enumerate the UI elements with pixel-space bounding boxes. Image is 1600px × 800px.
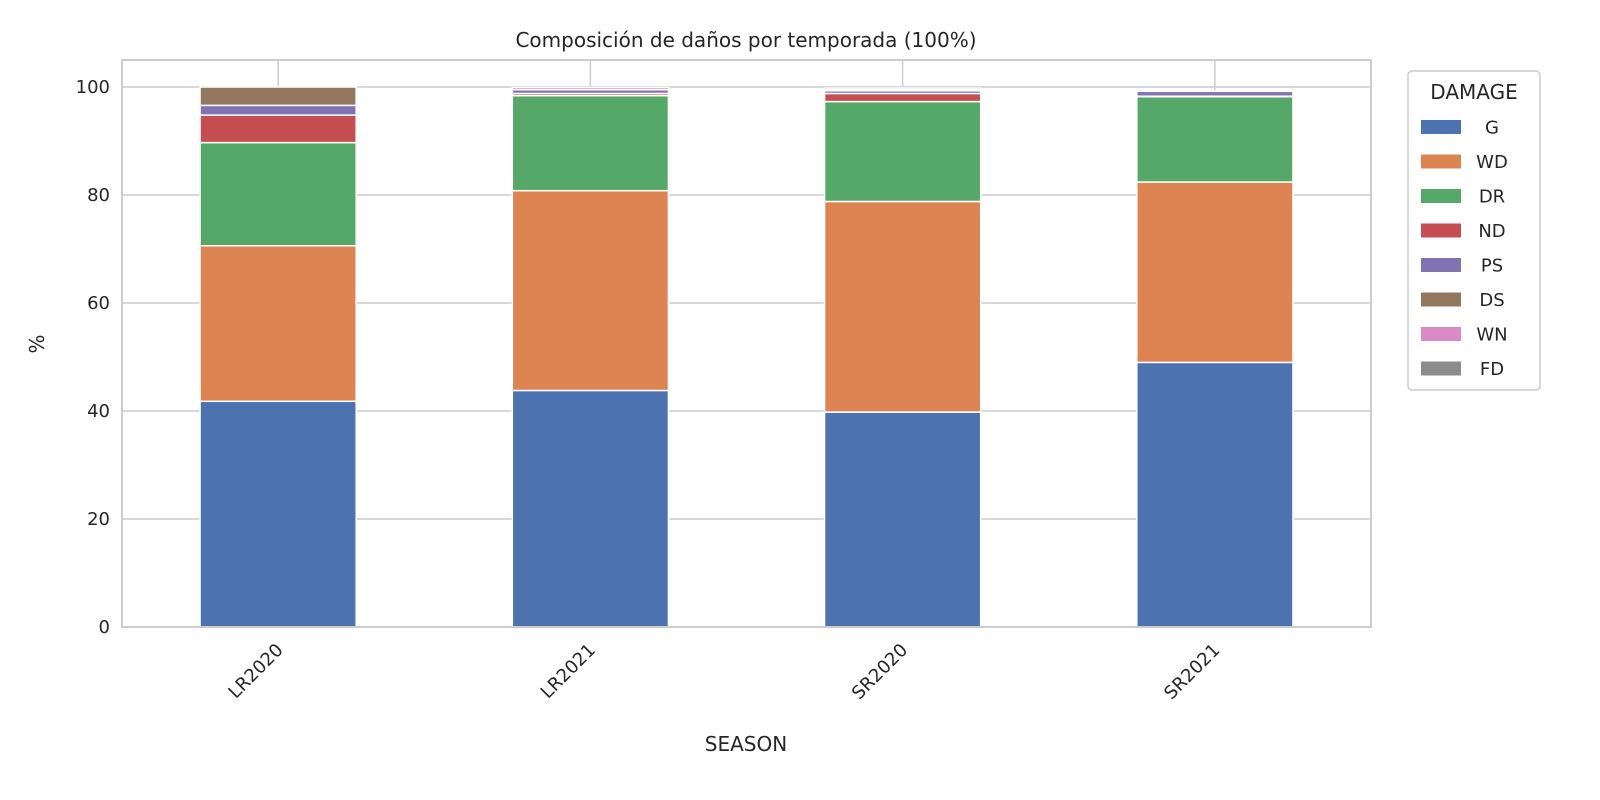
bar-segment bbox=[1136, 181, 1294, 364]
bars bbox=[199, 86, 1294, 628]
chart-title: Composición de daños por temporada (100%… bbox=[515, 28, 976, 52]
bar-segment bbox=[823, 92, 982, 103]
legend-frame bbox=[1407, 70, 1541, 391]
bar-segment bbox=[199, 141, 357, 247]
legend-swatch bbox=[1421, 189, 1461, 203]
y-tick-label: 0 bbox=[99, 617, 110, 638]
y-tick-label: 40 bbox=[87, 401, 110, 422]
x-tick-label: LR2020 bbox=[224, 640, 287, 703]
legend-swatch bbox=[1421, 361, 1461, 376]
legend-label: G bbox=[1485, 118, 1499, 139]
legend-label: PS bbox=[1481, 256, 1503, 277]
x-tick-label: SR2020 bbox=[848, 640, 912, 704]
legend-swatch bbox=[1421, 258, 1461, 272]
bar-segment bbox=[511, 86, 670, 91]
bar-segment bbox=[823, 87, 982, 91]
y-tick-label: 60 bbox=[87, 293, 110, 314]
legend-label: WD bbox=[1476, 152, 1508, 173]
x-tick-labels: LR2020 LR2021 SR2020 SR2021 bbox=[224, 640, 1224, 704]
legend-label: FD bbox=[1480, 359, 1504, 380]
x-tick-label: SR2021 bbox=[1160, 640, 1224, 704]
bar-segment bbox=[199, 114, 357, 144]
legend-title: DAMAGE bbox=[1430, 80, 1517, 104]
legend-swatch bbox=[1421, 120, 1461, 134]
bar-segment bbox=[823, 200, 982, 413]
legend: DAMAGE G WD DR ND PS DS WN FD bbox=[1407, 70, 1541, 391]
bar-segment bbox=[511, 189, 670, 392]
bar-segment bbox=[199, 104, 357, 116]
bar-segment bbox=[199, 400, 357, 628]
bar-segment bbox=[199, 86, 357, 107]
legend-swatch bbox=[1421, 292, 1461, 307]
bar-segment bbox=[823, 100, 982, 203]
legend-label: ND bbox=[1478, 221, 1505, 242]
legend-swatch bbox=[1421, 327, 1461, 341]
legend-label: WN bbox=[1476, 325, 1507, 346]
legend-label: DS bbox=[1479, 290, 1504, 311]
x-axis-label: SEASON bbox=[705, 732, 787, 756]
bar-segment bbox=[1136, 90, 1294, 97]
bar-segment bbox=[199, 245, 357, 403]
y-tick-label: 80 bbox=[87, 185, 110, 206]
bar-segment bbox=[1136, 95, 1294, 183]
legend-swatch bbox=[1421, 223, 1461, 238]
bar-segment bbox=[511, 389, 670, 628]
y-axis-label: % bbox=[25, 334, 49, 353]
bar-segment bbox=[823, 411, 982, 628]
bar-segment bbox=[511, 94, 670, 192]
y-tick-label: 100 bbox=[76, 77, 110, 98]
bar-segment bbox=[1136, 361, 1294, 628]
legend-label: DR bbox=[1479, 187, 1505, 208]
legend-swatch bbox=[1421, 154, 1461, 169]
y-tick-labels: 0 20 40 60 80 100 bbox=[76, 77, 110, 638]
y-tick-label: 20 bbox=[87, 509, 110, 530]
legend-items: G WD DR ND PS DS WN FD bbox=[1421, 118, 1508, 380]
x-tick-label: LR2021 bbox=[537, 640, 600, 703]
plot-frame bbox=[121, 59, 1372, 628]
